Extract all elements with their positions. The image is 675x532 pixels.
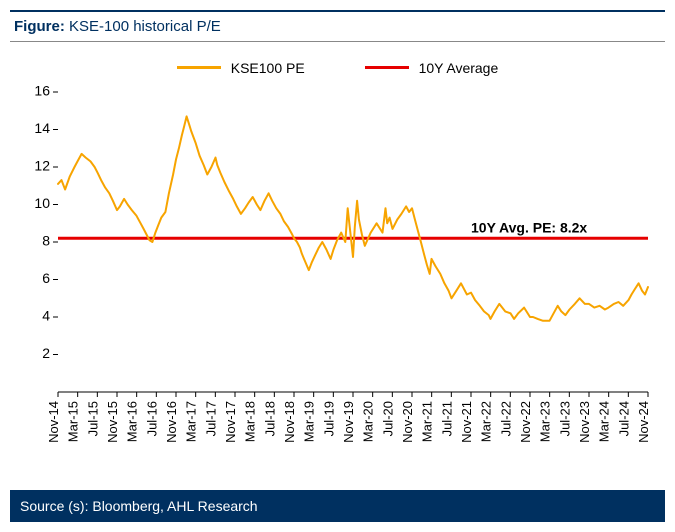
legend-label: 10Y Average <box>419 60 499 76</box>
svg-text:Jul-24: Jul-24 <box>616 401 631 436</box>
svg-text:Mar-21: Mar-21 <box>420 401 435 442</box>
svg-text:Jul-21: Jul-21 <box>439 401 454 436</box>
figure-title: KSE-100 historical P/E <box>69 18 221 35</box>
svg-text:Mar-24: Mar-24 <box>597 401 612 442</box>
svg-text:Nov-16: Nov-16 <box>164 401 179 443</box>
figure-label: Figure: <box>14 18 65 35</box>
svg-text:Nov-20: Nov-20 <box>400 401 415 443</box>
svg-text:Nov-21: Nov-21 <box>459 401 474 443</box>
svg-text:6: 6 <box>42 270 50 286</box>
svg-text:Nov-18: Nov-18 <box>282 401 297 443</box>
svg-text:Jul-17: Jul-17 <box>203 401 218 436</box>
svg-text:16: 16 <box>34 84 50 99</box>
legend: KSE100 PE 10Y Average <box>10 56 665 76</box>
svg-text:Jul-15: Jul-15 <box>85 401 100 436</box>
svg-text:Jul-22: Jul-22 <box>498 401 513 436</box>
svg-text:Mar-20: Mar-20 <box>361 401 376 442</box>
svg-text:Nov-23: Nov-23 <box>577 401 592 443</box>
svg-text:Nov-15: Nov-15 <box>105 401 120 443</box>
svg-text:Mar-15: Mar-15 <box>66 401 81 442</box>
svg-text:Mar-22: Mar-22 <box>479 400 494 441</box>
line-chart-svg: 2 4 6 8 10 12 14 16 Nov-14 Mar-15 Jul-15 Nov-15 Mar-… <box>14 84 654 484</box>
legend-swatch-1 <box>365 66 409 69</box>
legend-swatch-0 <box>177 66 221 69</box>
svg-text:Jul-23: Jul-23 <box>557 401 572 436</box>
svg-text:Mar-23: Mar-23 <box>538 401 553 442</box>
svg-text:Mar-19: Mar-19 <box>302 401 317 442</box>
svg-text:10Y Avg. PE: 8.2x: 10Y Avg. PE: 8.2x <box>471 219 587 235</box>
svg-text:10: 10 <box>34 195 50 211</box>
svg-text:Mar-18: Mar-18 <box>243 401 258 442</box>
figure-header: Figure: KSE-100 historical P/E <box>10 10 665 42</box>
svg-text:Jul-16: Jul-16 <box>144 401 159 436</box>
source-text: Source (s): Bloomberg, AHL Research <box>20 498 258 514</box>
svg-text:Nov-22: Nov-22 <box>518 401 533 443</box>
svg-text:12: 12 <box>34 157 50 173</box>
legend-item: 10Y Average <box>365 60 499 76</box>
svg-text:Nov-24: Nov-24 <box>636 401 651 443</box>
svg-text:Nov-17: Nov-17 <box>223 401 238 443</box>
svg-text:Mar-17: Mar-17 <box>184 401 199 442</box>
svg-text:2: 2 <box>42 345 50 361</box>
svg-text:Mar-16: Mar-16 <box>125 401 140 442</box>
svg-text:Nov-14: Nov-14 <box>46 401 61 443</box>
legend-label: KSE100 PE <box>231 60 305 76</box>
svg-text:Jul-18: Jul-18 <box>262 401 277 436</box>
chart-area: 2 4 6 8 10 12 14 16 Nov-14 Mar-15 Jul-15 Nov-15 Mar-… <box>14 84 661 484</box>
legend-item: KSE100 PE <box>177 60 305 76</box>
svg-text:14: 14 <box>34 120 50 136</box>
svg-text:Nov-19: Nov-19 <box>341 401 356 443</box>
svg-text:4: 4 <box>42 307 50 323</box>
source-footer: Source (s): Bloomberg, AHL Research <box>10 490 665 522</box>
svg-text:Jul-19: Jul-19 <box>321 401 336 436</box>
svg-text:8: 8 <box>42 232 50 248</box>
svg-text:Jul-20: Jul-20 <box>380 401 395 436</box>
